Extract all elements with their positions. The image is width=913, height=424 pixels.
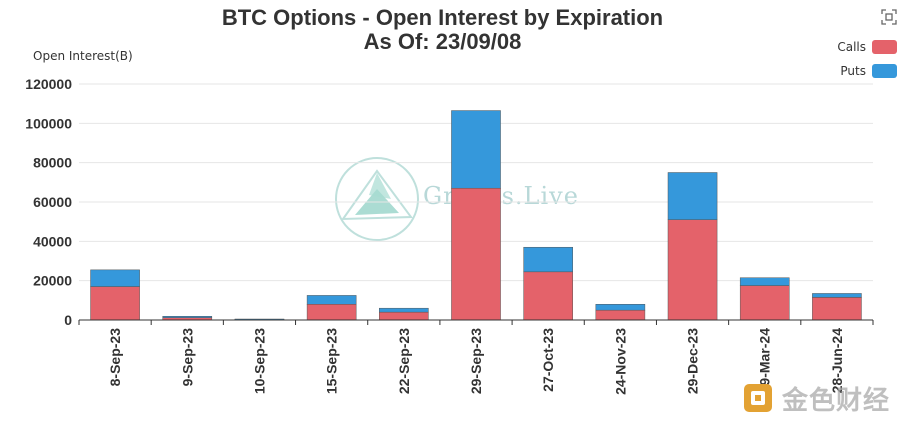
x-tick-label: 27-Oct-23 <box>540 328 556 392</box>
bar-calls <box>451 187 501 321</box>
chart-title: BTC Options - Open Interest by Expiratio… <box>221 5 664 30</box>
x-tick-label: 10-Sep-23 <box>251 328 267 394</box>
bar-puts <box>739 277 790 286</box>
x-tick-label: 29-Sep-23 <box>468 328 484 394</box>
y-tick-label: 100000 <box>25 115 72 131</box>
bar-calls <box>379 311 429 321</box>
legend-item-calls[interactable]: Calls <box>837 40 897 54</box>
bar-puts <box>379 307 429 313</box>
brand-text: 金色财经 <box>782 386 891 416</box>
y-axis-label: Open Interest(B) <box>33 49 133 63</box>
bar-puts <box>162 316 213 318</box>
bar-calls <box>812 297 862 321</box>
bar-puts <box>812 293 862 298</box>
bar-calls <box>306 304 357 321</box>
x-tick-label: 15-Sep-23 <box>324 328 340 394</box>
x-tick-label: 29-Mar-24 <box>757 328 773 394</box>
legend-item-puts[interactable]: Puts <box>840 64 897 78</box>
brand-watermark: 金色财经 <box>740 380 890 417</box>
x-tick-label: 9-Sep-23 <box>179 328 195 387</box>
y-tick-label: 120000 <box>25 76 72 92</box>
chart-subtitle: As Of: 23/09/08 <box>363 29 522 54</box>
bar-puts <box>90 269 140 287</box>
y-tick-label: 40000 <box>33 233 72 249</box>
bar-puts <box>451 110 501 189</box>
bar-calls <box>739 285 790 321</box>
x-tick-label: 8-Sep-23 <box>107 328 123 387</box>
bar-puts <box>523 246 573 273</box>
bar-calls <box>523 271 573 321</box>
legend-swatch-calls <box>872 40 897 54</box>
brand-logo-icon <box>744 383 772 412</box>
bar-calls <box>667 219 718 321</box>
legend-swatch-puts <box>872 64 897 78</box>
legend-label-puts: Puts <box>840 64 866 78</box>
bar-calls <box>595 309 646 321</box>
y-tick-label: 60000 <box>33 194 72 210</box>
expand-icon[interactable] <box>881 9 897 25</box>
bar-calls <box>90 286 140 321</box>
x-tick-label: 29-Dec-23 <box>685 328 701 394</box>
y-tick-label: 20000 <box>33 273 72 289</box>
bar-puts <box>667 172 718 220</box>
y-tick-label: 0 <box>64 312 72 328</box>
x-tick-label: 24-Nov-23 <box>612 328 628 395</box>
legend-label-calls: Calls <box>837 40 866 54</box>
x-tick-label: 28-Jun-24 <box>829 328 845 394</box>
y-tick-label: 80000 <box>33 155 72 171</box>
bar-puts <box>595 304 646 311</box>
bar-puts <box>306 295 357 305</box>
x-tick-label: 22-Sep-23 <box>396 328 412 394</box>
